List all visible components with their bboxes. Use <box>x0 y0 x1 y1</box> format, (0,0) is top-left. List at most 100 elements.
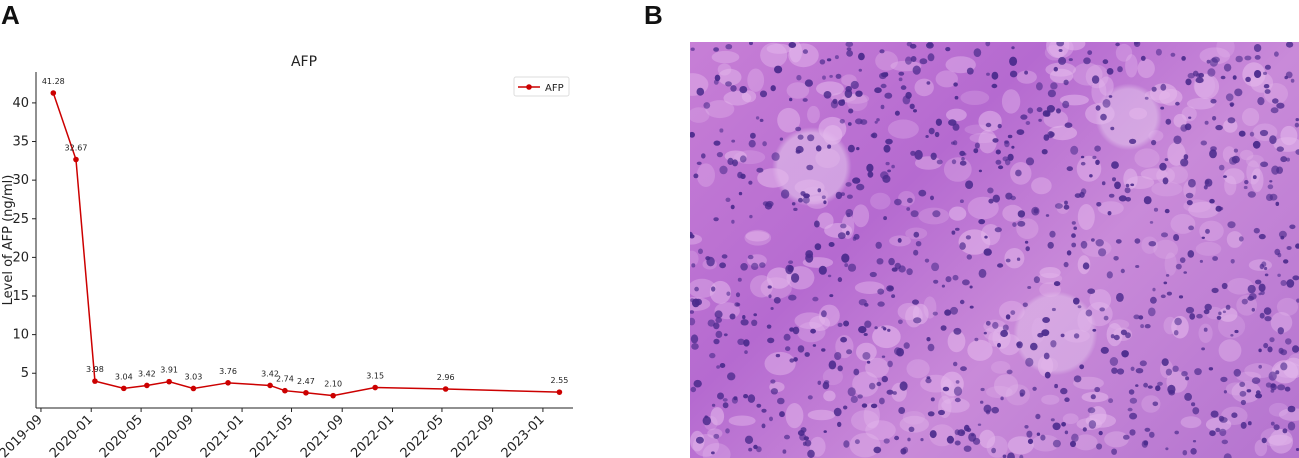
cell-nucleus <box>698 248 703 255</box>
cell-nucleus <box>925 135 929 138</box>
cell-nucleus <box>1240 421 1247 429</box>
cell-cytoplasm <box>1170 213 1196 234</box>
cell-nucleus <box>1165 447 1169 451</box>
cell-cytoplasm <box>717 63 732 76</box>
cell-nucleus <box>1244 180 1249 185</box>
cell-nucleus <box>905 91 912 99</box>
cell-nucleus <box>1083 57 1091 65</box>
cell-nucleus <box>927 343 935 352</box>
cell-nucleus <box>1151 86 1157 92</box>
cell-nucleus <box>1117 66 1123 73</box>
cell-nucleus <box>914 149 923 160</box>
cell-nucleus <box>1033 276 1040 284</box>
cell-nucleus <box>755 116 760 120</box>
cell-nucleus <box>1233 148 1238 153</box>
cell-nucleus <box>1071 233 1076 238</box>
cell-nucleus <box>843 440 850 448</box>
cell-cytoplasm <box>1106 323 1123 347</box>
cell-cytoplasm <box>1254 439 1268 457</box>
cell-nucleus <box>918 189 927 197</box>
cell-nucleus <box>1106 271 1113 279</box>
cell-nucleus <box>910 210 919 218</box>
y-tick-label: 35 <box>12 135 29 150</box>
cell-nucleus <box>1284 386 1291 392</box>
legend-box <box>513 76 570 97</box>
cell-nucleus <box>846 194 853 199</box>
cell-nucleus <box>1287 405 1296 413</box>
cell-nucleus <box>1120 268 1125 274</box>
cell-nucleus <box>818 265 827 275</box>
cell-nucleus <box>845 86 852 92</box>
cell-cytoplasm <box>1218 339 1242 362</box>
cell-nucleus <box>1191 402 1196 407</box>
cell-nucleus <box>837 421 842 427</box>
cell-cytoplasm <box>823 125 843 145</box>
y-axis-ticks: 5 10 15 20 25 30 35 40 <box>12 96 36 381</box>
cell-nucleus <box>1277 252 1282 258</box>
cell-cytoplasm <box>1123 168 1138 190</box>
cell-nucleus <box>1161 232 1168 238</box>
cell-nucleus <box>1111 161 1119 169</box>
cell-cytoplasm <box>914 78 934 97</box>
cell-nucleus <box>983 331 987 335</box>
cell-cytoplasm <box>1216 42 1235 58</box>
cell-cytoplasm <box>1046 42 1070 58</box>
cell-cytoplasm <box>1288 353 1299 366</box>
cell-nucleus <box>873 446 882 454</box>
cell-nucleus <box>858 68 862 72</box>
cell-nucleus <box>795 126 802 132</box>
cell-nucleus <box>987 187 994 194</box>
cell-cytoplasm <box>887 119 919 139</box>
cell-nucleus <box>1077 305 1082 309</box>
cell-nucleus <box>1269 180 1273 183</box>
cell-nucleus <box>1050 340 1057 348</box>
cell-nucleus <box>1292 345 1299 353</box>
x-tick-label: 2022-01 <box>348 412 397 458</box>
cell-nucleus <box>1258 348 1262 353</box>
cell-nucleus <box>761 423 766 429</box>
cell-nucleus <box>1025 357 1034 367</box>
cell-nucleus <box>788 294 797 301</box>
cell-nucleus <box>1025 246 1030 252</box>
cell-nucleus <box>702 416 711 426</box>
cell-nucleus <box>926 81 931 85</box>
cell-nucleus <box>1012 222 1017 228</box>
cell-nucleus <box>807 449 815 458</box>
cell-cytoplasm <box>946 108 967 122</box>
cell-nucleus <box>725 44 733 50</box>
cell-nucleus <box>933 279 939 284</box>
cell-nucleus <box>751 319 758 326</box>
cell-nucleus <box>951 159 957 165</box>
cell-cytoplasm <box>1016 70 1037 84</box>
legend-label: AFP <box>545 83 564 94</box>
cell-nucleus <box>827 144 832 149</box>
cell-nucleus <box>1149 221 1154 224</box>
cell-cytoplasm <box>1031 177 1052 195</box>
cell-nucleus <box>1115 239 1122 244</box>
cell-nucleus <box>894 198 902 206</box>
cell-nucleus <box>1243 185 1248 190</box>
cell-nucleus <box>1129 429 1136 436</box>
cell-nucleus <box>749 214 753 219</box>
cell-nucleus <box>792 326 800 335</box>
cell-nucleus <box>843 405 848 410</box>
cell-nucleus <box>1218 415 1225 422</box>
cell-nucleus <box>1050 82 1058 90</box>
histology-micrograph <box>690 42 1299 458</box>
cell-nucleus <box>1209 198 1215 204</box>
cell-cytoplasm <box>847 93 868 112</box>
cell-nucleus <box>985 122 992 128</box>
cell-nucleus <box>837 322 843 327</box>
cell-cytoplasm <box>766 267 792 289</box>
cell-nucleus <box>1024 425 1029 429</box>
cell-nucleus <box>1070 440 1076 448</box>
data-point <box>50 90 57 96</box>
cell-nucleus <box>1289 224 1296 230</box>
cell-nucleus <box>1060 387 1068 395</box>
cell-nucleus <box>1259 312 1265 319</box>
cell-nucleus <box>783 333 791 341</box>
cell-nucleus <box>1209 149 1217 159</box>
cell-nucleus <box>837 277 843 283</box>
cell-nucleus <box>1280 362 1288 371</box>
cell-nucleus <box>1053 66 1058 72</box>
